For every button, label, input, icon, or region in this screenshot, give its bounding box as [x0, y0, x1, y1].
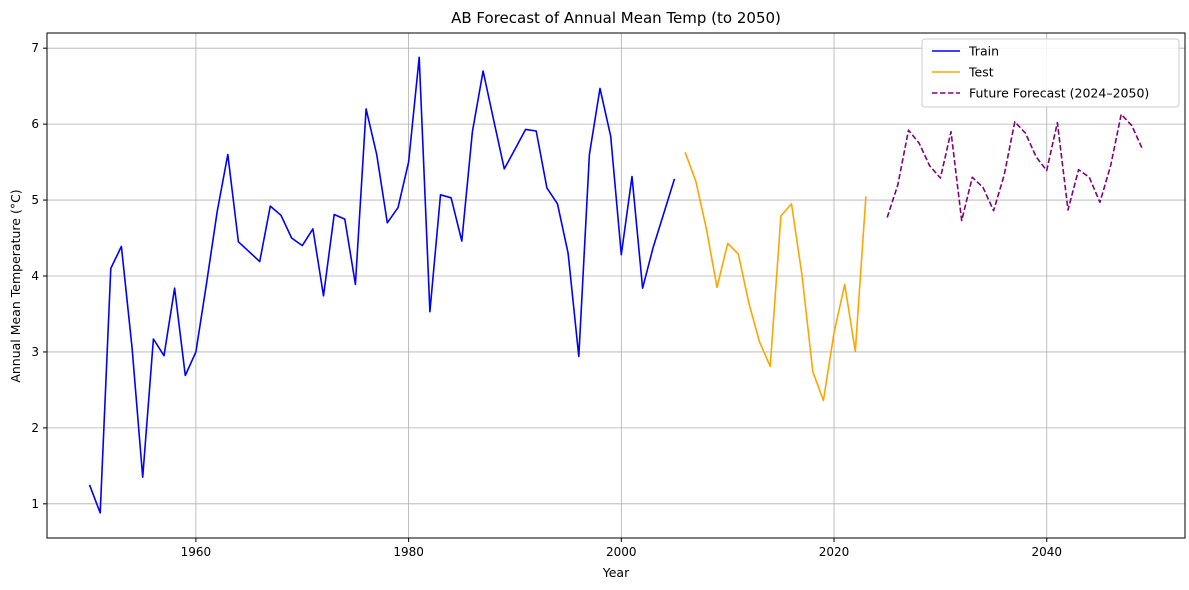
y-axis: 1 2 3 4 5 6 7	[31, 41, 47, 511]
y-axis-label: Annual Mean Temperature (°C)	[8, 189, 23, 382]
plot-frame	[46, 32, 1186, 539]
legend-entry: Train	[968, 44, 999, 59]
y-tick-label: 5	[31, 193, 39, 207]
x-tick-label: 2040	[1031, 545, 1062, 559]
series-line-train	[88, 56, 676, 514]
legend: Train Test Future Forecast (2024–2050)	[921, 38, 1180, 108]
legend-entry: Future Forecast (2024–2050)	[969, 86, 1149, 101]
y-tick-label: 2	[31, 421, 39, 435]
legend-box	[921, 38, 1180, 108]
x-axis: 1960 1980 2000 2020 2040	[181, 538, 1062, 559]
x-tick-label: 1960	[181, 545, 212, 559]
x-tick-label: 1980	[393, 545, 424, 559]
chart-title: AB Forecast of Annual Mean Temp (to 2050…	[451, 9, 781, 27]
series-line-future	[886, 113, 1144, 222]
legend-entry: Test	[968, 65, 994, 80]
y-tick-label: 7	[31, 41, 39, 55]
y-tick-label: 4	[31, 269, 39, 283]
x-tick-label: 2020	[819, 545, 850, 559]
y-tick-label: 3	[31, 345, 39, 359]
grid	[47, 33, 1185, 538]
series-layer	[88, 56, 1144, 514]
x-axis-label: Year	[602, 565, 630, 580]
y-tick-label: 6	[31, 117, 39, 131]
series-line-test	[684, 151, 867, 402]
y-tick-label: 1	[31, 497, 39, 511]
x-tick-label: 2000	[606, 545, 637, 559]
